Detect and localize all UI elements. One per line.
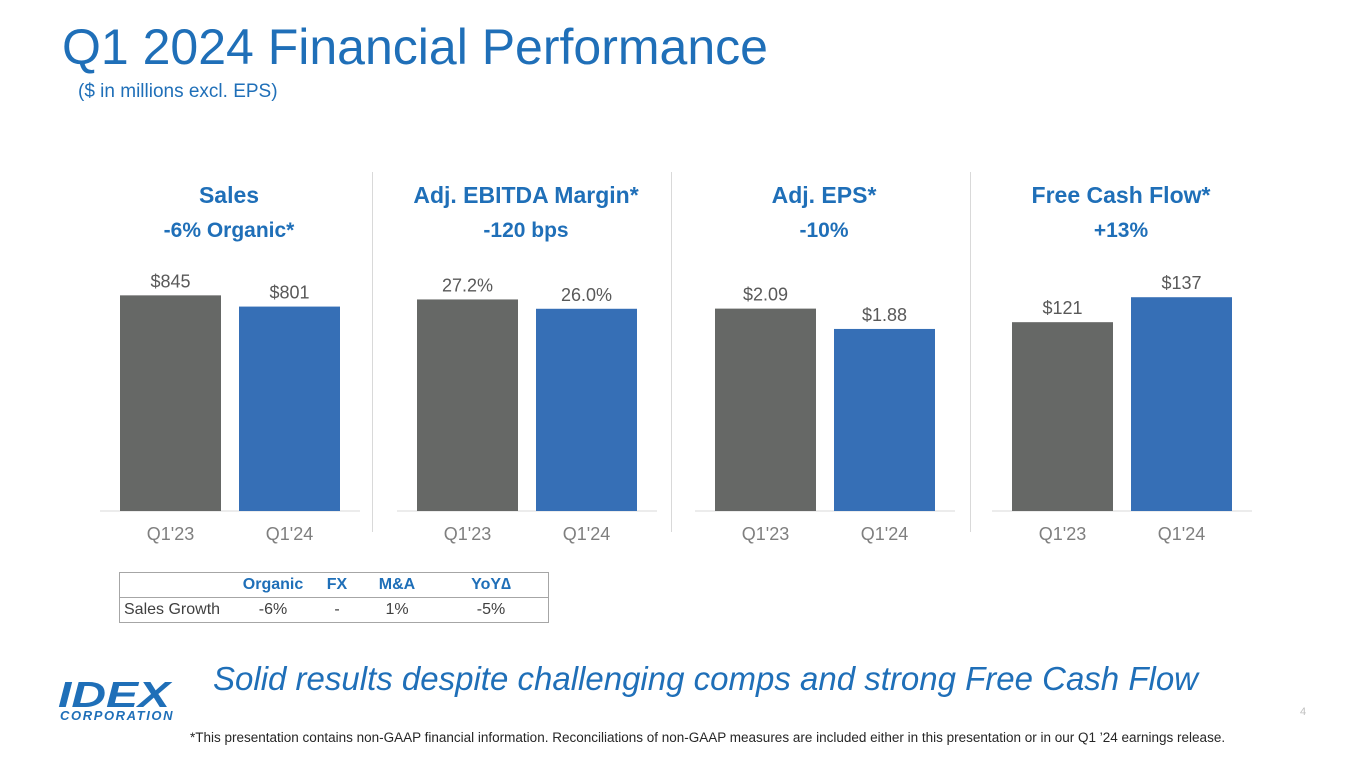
x-tick-label: Q1'24 xyxy=(1158,524,1205,544)
data-label: 26.0% xyxy=(561,285,612,305)
eps-title: Adj. EPS* xyxy=(771,182,877,208)
table-header-cell: YoY∆ xyxy=(434,572,549,598)
data-label: $2.09 xyxy=(743,285,788,305)
table-header-cell xyxy=(119,572,232,598)
table-cell: -6% xyxy=(232,597,314,623)
bar-q123 xyxy=(417,299,518,511)
data-label: $121 xyxy=(1042,298,1082,318)
data-label: $1.88 xyxy=(862,305,907,325)
eps-chart: $2.09 Q1'23 $1.88 Q1'24 xyxy=(695,285,955,544)
bar-q123 xyxy=(120,295,221,511)
data-label: $801 xyxy=(269,283,309,303)
idex-logo: IDEX xyxy=(58,676,173,715)
bar-q123 xyxy=(715,308,816,511)
table-header-cell: M&A xyxy=(360,572,434,598)
table-cell: -5% xyxy=(434,597,549,623)
x-tick-label: Q1'24 xyxy=(563,524,610,544)
idex-logo-text: IDEX xyxy=(58,676,173,715)
fcf-title: Free Cash Flow* xyxy=(1031,182,1211,208)
table-header-row: Organic FX M&A YoY∆ xyxy=(119,572,549,598)
sales-subtitle: -6% Organic* xyxy=(163,219,295,242)
ebitda-subtitle: -120 bps xyxy=(483,219,569,242)
page-subtitle: ($ in millions excl. EPS) xyxy=(78,81,278,102)
table-header-cell: Organic xyxy=(232,572,314,598)
table-cell: - xyxy=(314,597,360,623)
data-label: $845 xyxy=(150,271,190,291)
bar-q124 xyxy=(1131,297,1232,511)
eps-subtitle: -10% xyxy=(799,219,849,242)
eps-panel: Adj. EPS* -10% $2.09 Q1'23 $1.88 Q1'24 xyxy=(675,172,973,552)
table-cell: 1% xyxy=(360,597,434,623)
panel-divider xyxy=(671,172,672,532)
x-tick-label: Q1'23 xyxy=(1039,524,1086,544)
bar-q124 xyxy=(834,328,935,511)
sales-chart: $845 Q1'23 $801 Q1'24 xyxy=(100,271,360,544)
fcf-panel: Free Cash Flow* +13% $121 Q1'23 $137 Q1'24 xyxy=(972,172,1270,552)
tagline: Solid results despite challenging comps … xyxy=(213,660,1199,697)
fcf-subtitle: +13% xyxy=(1093,219,1149,242)
page-number: 4 xyxy=(1300,706,1307,718)
x-tick-label: Q1'24 xyxy=(266,524,313,544)
bar-q124 xyxy=(239,306,340,511)
ebitda-chart: 27.2% Q1'23 26.0% Q1'24 xyxy=(397,275,657,544)
page-title: Q1 2024 Financial Performance xyxy=(62,19,768,75)
x-tick-label: Q1'24 xyxy=(861,524,908,544)
x-tick-label: Q1'23 xyxy=(742,524,789,544)
table-header-cell: FX xyxy=(314,572,360,598)
x-tick-label: Q1'23 xyxy=(147,524,194,544)
sales-growth-table: Organic FX M&A YoY∆ Sales Growth -6% - 1… xyxy=(119,572,549,623)
logo-corporation-text: CORPORATION xyxy=(60,708,175,723)
footnote: *This presentation contains non-GAAP fin… xyxy=(190,730,1226,745)
data-label: 27.2% xyxy=(442,275,493,295)
panel-divider xyxy=(970,172,971,532)
ebitda-title: Adj. EBITDA Margin* xyxy=(413,182,639,208)
data-label: $137 xyxy=(1161,273,1201,293)
bar-q123 xyxy=(1012,322,1113,511)
table-row: Sales Growth -6% - 1% -5% xyxy=(119,597,549,623)
table-cell: Sales Growth xyxy=(119,597,232,623)
fcf-chart: $121 Q1'23 $137 Q1'24 xyxy=(992,273,1252,544)
sales-title: Sales xyxy=(198,182,260,208)
sales-panel: Sales -6% Organic* $845 Q1'23 $801 Q1'24 xyxy=(80,172,378,552)
ebitda-panel: Adj. EBITDA Margin* -120 bps 27.2% Q1'23 2… xyxy=(377,172,675,552)
panel-divider xyxy=(372,172,373,532)
x-tick-label: Q1'23 xyxy=(444,524,491,544)
bar-q124 xyxy=(536,308,637,511)
